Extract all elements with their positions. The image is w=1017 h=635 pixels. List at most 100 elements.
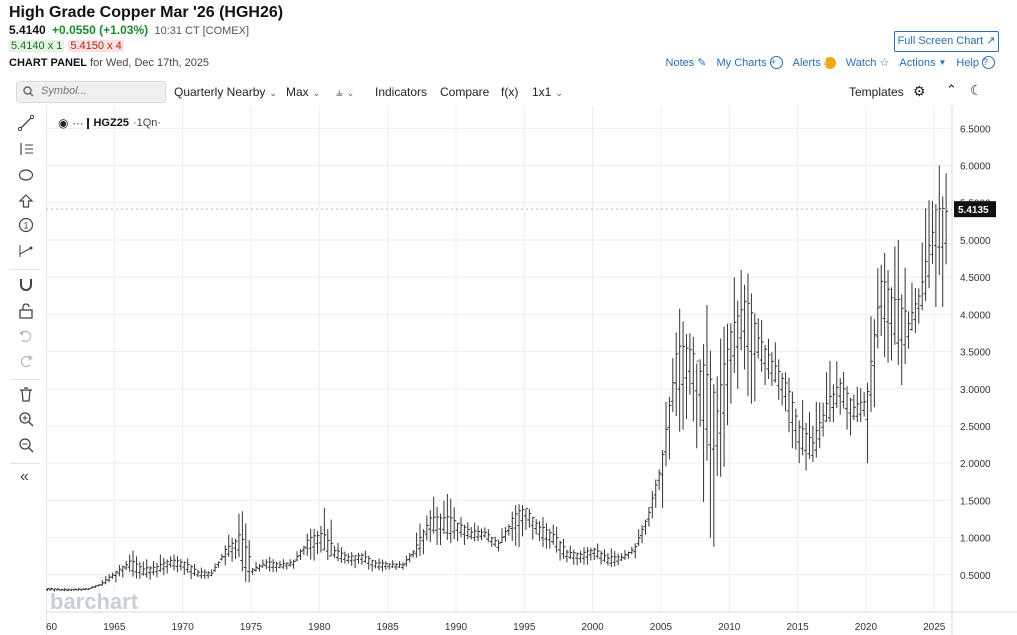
collapse-icon[interactable]: « (20, 468, 29, 485)
watch-link[interactable]: Watch ☆ (845, 56, 890, 70)
ohlc-bar (103, 575, 108, 585)
trash-icon[interactable] (17, 385, 35, 403)
redo-icon[interactable] (17, 352, 35, 370)
ohlc-bar (745, 273, 750, 397)
ohlc-bar (616, 553, 621, 566)
annotation-icon[interactable]: 1 (17, 216, 35, 234)
ohlc-bar (342, 551, 347, 564)
ohlc-bar (209, 569, 214, 577)
ohlc-bar (445, 493, 450, 540)
help-label: Help (956, 56, 979, 69)
my-charts-label: My Charts (716, 56, 767, 69)
price-chart[interactable]: barchart 6.50006.00005.50005.00004.50004… (46, 106, 1017, 635)
layout-dropdown[interactable]: 1x1 ⌄ (532, 85, 563, 99)
unlock-icon[interactable] (17, 302, 35, 320)
dark-mode-icon[interactable]: ☾ (970, 82, 983, 98)
ohlc-bar (305, 533, 310, 556)
eye-icon[interactable]: ◉ (58, 116, 69, 130)
ohlc-bar (920, 242, 925, 311)
ohlc-bar (79, 588, 84, 591)
ohlc-bar (756, 318, 761, 359)
x-axis: 1960 1965 1970 1975 1980 1985 1990 1995 2000 2005… (46, 611, 1017, 633)
ohlc-bar (527, 508, 532, 528)
ohlc-bar (195, 569, 200, 578)
ohlc-bar (759, 319, 764, 372)
ohlc-bar (404, 555, 409, 567)
x-tick-label: 1985 (377, 622, 400, 633)
ohlc-bar (134, 556, 139, 579)
sidebar-divider (10, 269, 40, 270)
actions-menu[interactable]: Actions ▼ (899, 57, 946, 69)
ohlc-bar (554, 526, 559, 553)
shapes-icon[interactable] (17, 166, 35, 184)
compare-button[interactable]: Compare (440, 85, 490, 99)
notes-link[interactable]: Notes ✎ (666, 56, 707, 70)
zoom-in-icon[interactable] (17, 410, 35, 428)
trend-tools-icon[interactable] (17, 140, 35, 158)
zoom-out-icon[interactable] (17, 436, 35, 454)
ohlc-bar (192, 563, 197, 577)
settings-gear-icon[interactable]: ⚙ (913, 83, 926, 99)
templates-button[interactable]: Templates (849, 85, 904, 99)
symbol-input[interactable] (39, 84, 158, 98)
ohlc-bar (749, 293, 754, 404)
aggregation-dropdown[interactable]: Quarterly Nearby ⌄ (174, 85, 277, 99)
chart-type-dropdown[interactable]: ⫨ ⌄ (336, 85, 354, 100)
ohlc-bar (370, 559, 375, 572)
ohlc-bar (428, 510, 433, 543)
ohlc-bar (523, 507, 528, 531)
period-dropdown[interactable]: Max ⌄ (286, 85, 320, 99)
x-tick-label: 2020 (855, 622, 878, 633)
ohlc-bar (588, 547, 593, 561)
ohlc-bar (257, 563, 262, 572)
fx-button[interactable]: f(x) (501, 85, 519, 99)
measure-icon[interactable] (17, 242, 35, 260)
y-tick-label: 6.5000 (960, 124, 991, 135)
ohlc-bar (722, 326, 727, 467)
ohlc-bar (69, 588, 74, 591)
ohlc-bar (90, 586, 95, 589)
full-screen-chart-button[interactable]: Full Screen Chart ↗ (894, 31, 999, 52)
ohlc-bar (541, 517, 546, 547)
alerts-label: Alerts (792, 56, 821, 69)
x-tick-label: 1990 (445, 622, 468, 633)
ohlc-bar (438, 513, 443, 546)
bid-badge: 5.4140 x 1 (9, 40, 65, 52)
ohlc-bar (418, 523, 423, 557)
ohlc-bar (390, 560, 395, 569)
ohlc-bar (233, 538, 238, 559)
ohlc-bar (455, 522, 460, 542)
indicators-button[interactable]: Indicators (375, 85, 428, 99)
ohlc-bar (59, 588, 64, 591)
more-options-icon[interactable]: ⋯ (72, 117, 84, 130)
x-tick-label: 1995 (513, 622, 536, 633)
chart-panel-label: CHART PANEL for Wed, Dec 17th, 2025 (9, 57, 209, 69)
arrow-up-icon[interactable] (17, 192, 35, 210)
ohlc-bar (807, 412, 812, 459)
quote-time: 10:31 CT [COMEX] (154, 25, 250, 37)
ohlc-bar (763, 344, 768, 386)
ohlc-bar (189, 564, 194, 580)
ohlc-bar (281, 559, 286, 569)
ohlc-bar (923, 208, 928, 302)
ohlc-bar (899, 294, 904, 386)
ohlc-bar (366, 555, 371, 570)
collapse-up-icon[interactable]: ⌃ (946, 82, 957, 97)
x-tick-label: 2000 (581, 622, 604, 633)
y-tick-label: 2.0000 (960, 459, 991, 470)
ohlc-bar (718, 338, 723, 477)
symbol-search[interactable] (16, 81, 166, 103)
ohlc-bar (329, 519, 334, 557)
my-charts-link[interactable]: My Charts + (716, 56, 783, 69)
watch-label: Watch (845, 56, 877, 69)
draw-line-icon[interactable] (17, 114, 35, 132)
undo-icon[interactable] (17, 327, 35, 345)
help-link[interactable]: Help? (956, 56, 995, 69)
ohlc-bar (520, 505, 525, 537)
alerts-link[interactable]: Alerts! (792, 56, 836, 69)
magnet-icon[interactable] (17, 276, 35, 294)
ohlc-bar (643, 519, 648, 535)
ohlc-bar (810, 425, 815, 463)
y-tick-label: 3.5000 (960, 348, 991, 359)
ohlc-bar (359, 553, 364, 565)
